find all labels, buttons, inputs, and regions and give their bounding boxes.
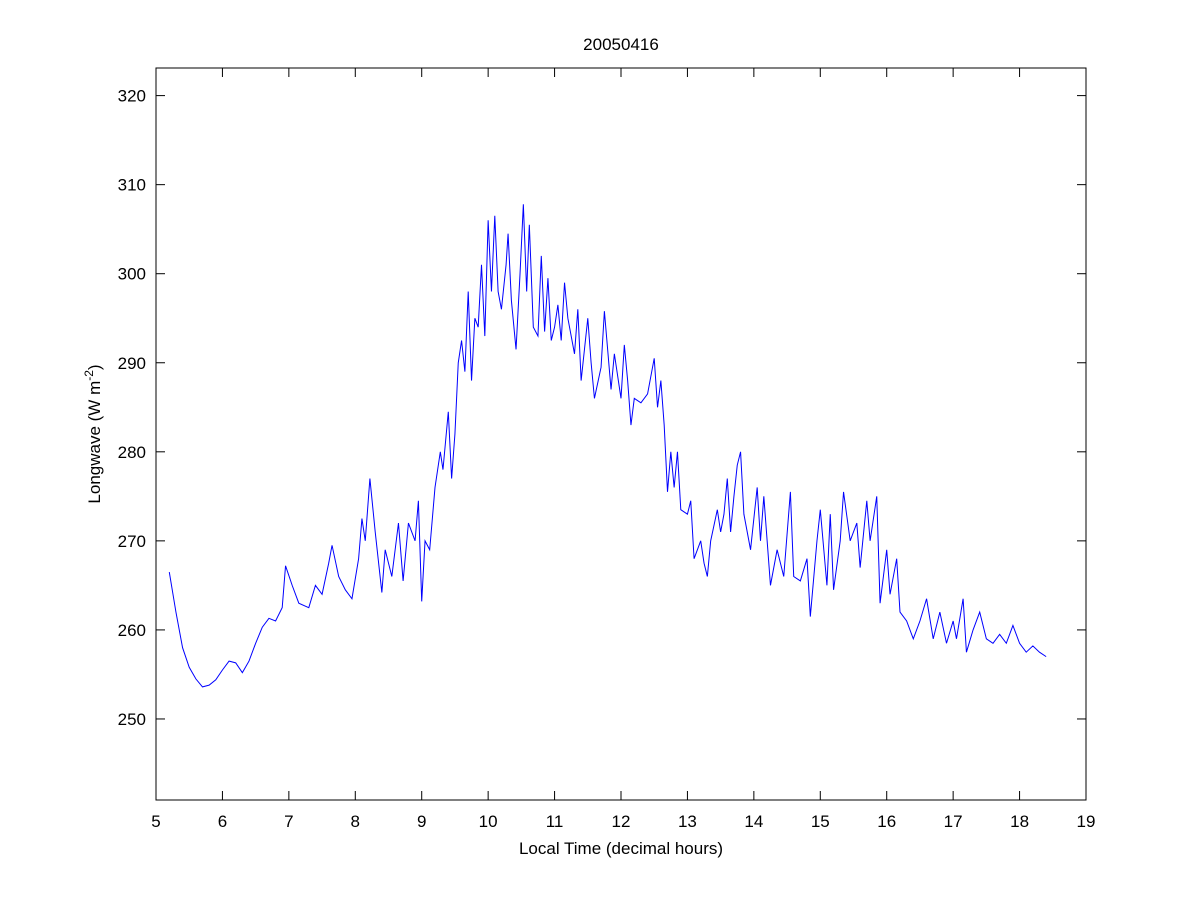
x-tick-label: 9 — [417, 812, 426, 831]
y-axis-label: Longwave (W m-2) — [82, 364, 104, 503]
y-tick-label: 300 — [118, 265, 146, 284]
x-tick-label: 14 — [744, 812, 763, 831]
x-tick-label: 7 — [284, 812, 293, 831]
x-tick-label: 19 — [1077, 812, 1096, 831]
y-tick-label: 270 — [118, 532, 146, 551]
y-tick-label: 310 — [118, 176, 146, 195]
x-tick-label: 15 — [811, 812, 830, 831]
data-line — [168, 204, 1047, 688]
x-tick-label: 17 — [944, 812, 963, 831]
y-tick-label: 250 — [118, 710, 146, 729]
x-tick-label: 16 — [877, 812, 896, 831]
plot-frame — [155, 67, 1087, 801]
x-tick-label: 13 — [678, 812, 697, 831]
chart-title: 20050416 — [583, 35, 659, 54]
y-tick-label: 260 — [118, 621, 146, 640]
y-axis-label-sup: -2 — [82, 370, 96, 381]
x-axis-label: Local Time (decimal hours) — [519, 839, 723, 858]
x-tick-label: 10 — [479, 812, 498, 831]
x-tick-label: 6 — [218, 812, 227, 831]
y-tick-label: 320 — [118, 87, 146, 106]
y-tick-label: 290 — [118, 354, 146, 373]
y-axis-label-main: Longwave (W m — [85, 381, 104, 504]
x-tick-label: 5 — [151, 812, 160, 831]
x-tick-label: 12 — [612, 812, 631, 831]
x-tick-label: 11 — [546, 812, 564, 831]
x-tick-label: 8 — [351, 812, 360, 831]
x-tick-label: 18 — [1010, 812, 1029, 831]
y-tick-label: 280 — [118, 443, 146, 462]
y-axis-label-close: ) — [85, 364, 104, 370]
